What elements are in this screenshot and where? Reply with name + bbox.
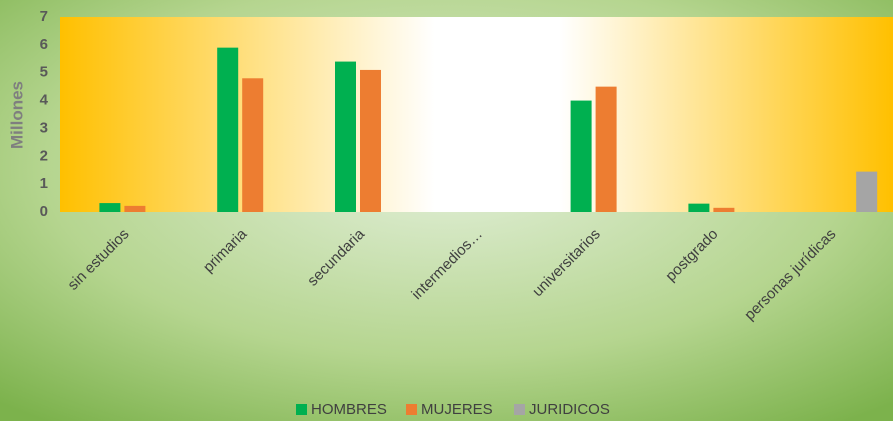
y-tick-label: 7 <box>40 8 48 25</box>
bar <box>335 61 356 213</box>
y-tick-label: 0 <box>40 203 48 220</box>
y-axis-title: Millones <box>7 81 26 149</box>
plot-area <box>60 17 893 212</box>
legend-label: MUJERES <box>421 401 493 418</box>
y-tick-label: 6 <box>40 36 48 53</box>
y-tick-label: 1 <box>40 175 48 192</box>
bar <box>99 203 121 212</box>
y-tick-label: 3 <box>40 119 48 136</box>
bar <box>124 205 146 212</box>
bar <box>242 78 264 213</box>
bar <box>360 69 381 212</box>
bar <box>856 171 878 212</box>
bar <box>713 207 735 212</box>
legend-swatch <box>514 404 525 415</box>
y-tick-label: 5 <box>40 64 48 81</box>
bar <box>595 86 617 212</box>
legend-swatch <box>296 404 307 415</box>
y-tick-label: 2 <box>40 147 48 164</box>
bar <box>217 47 239 213</box>
legend-label: HOMBRES <box>311 401 387 418</box>
legend-label: JURIDICOS <box>529 401 610 418</box>
y-tick-label: 4 <box>40 92 49 109</box>
bar <box>688 203 710 212</box>
bar <box>570 100 592 212</box>
legend-swatch <box>406 404 417 415</box>
